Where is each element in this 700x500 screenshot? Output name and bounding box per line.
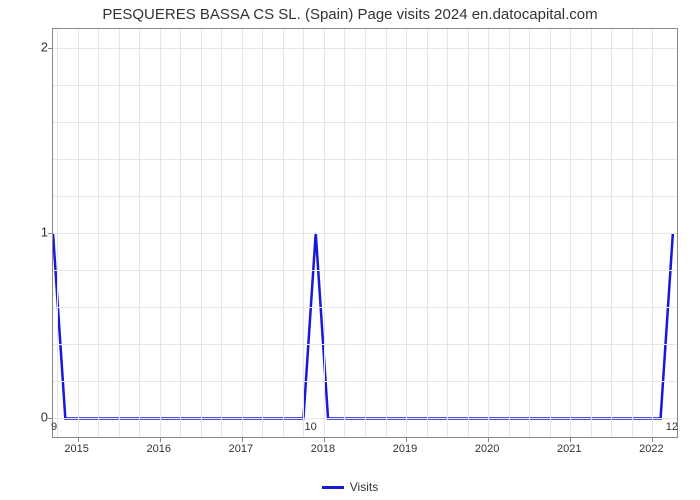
x-tick-mark — [488, 437, 489, 442]
chart-container: PESQUERES BASSA CS SL. (Spain) Page visi… — [0, 0, 700, 500]
x-tick-label: 2017 — [229, 443, 253, 455]
grid-line-horizontal-minor — [53, 196, 677, 197]
secondary-label: 10 — [305, 421, 317, 433]
secondary-label: 12 — [666, 421, 678, 433]
x-tick-mark — [160, 437, 161, 442]
grid-line-horizontal-minor — [53, 381, 677, 382]
grid-line-horizontal-minor — [53, 85, 677, 86]
grid-line-horizontal-minor — [53, 270, 677, 271]
x-tick-label: 2015 — [64, 443, 88, 455]
grid-line-horizontal-minor — [53, 344, 677, 345]
legend-label: Visits — [350, 480, 378, 494]
grid-line-horizontal-minor — [53, 122, 677, 123]
grid-line-horizontal — [53, 418, 677, 419]
y-tick-mark — [48, 418, 53, 419]
secondary-label: 9 — [51, 421, 57, 433]
x-tick-mark — [242, 437, 243, 442]
x-tick-mark — [570, 437, 571, 442]
plot-area — [52, 28, 678, 438]
legend-swatch — [322, 486, 344, 489]
grid-line-horizontal-minor — [53, 159, 677, 160]
x-tick-label: 2022 — [639, 443, 663, 455]
x-tick-mark — [78, 437, 79, 442]
y-tick-mark — [48, 233, 53, 234]
grid-line-horizontal-minor — [53, 307, 677, 308]
y-tick-label: 1 — [41, 225, 48, 240]
grid-line-horizontal — [53, 233, 677, 234]
x-tick-mark — [652, 437, 653, 442]
x-tick-label: 2020 — [475, 443, 499, 455]
x-tick-label: 2021 — [557, 443, 581, 455]
x-tick-label: 2016 — [146, 443, 170, 455]
y-tick-label: 2 — [41, 39, 48, 54]
chart-title: PESQUERES BASSA CS SL. (Spain) Page visi… — [0, 6, 700, 23]
grid-line-horizontal — [53, 48, 677, 49]
x-tick-mark — [406, 437, 407, 442]
x-tick-label: 2019 — [393, 443, 417, 455]
x-tick-label: 2018 — [311, 443, 335, 455]
y-tick-label: 0 — [41, 410, 48, 425]
x-tick-mark — [324, 437, 325, 442]
legend: Visits — [0, 480, 700, 494]
y-tick-mark — [48, 48, 53, 49]
